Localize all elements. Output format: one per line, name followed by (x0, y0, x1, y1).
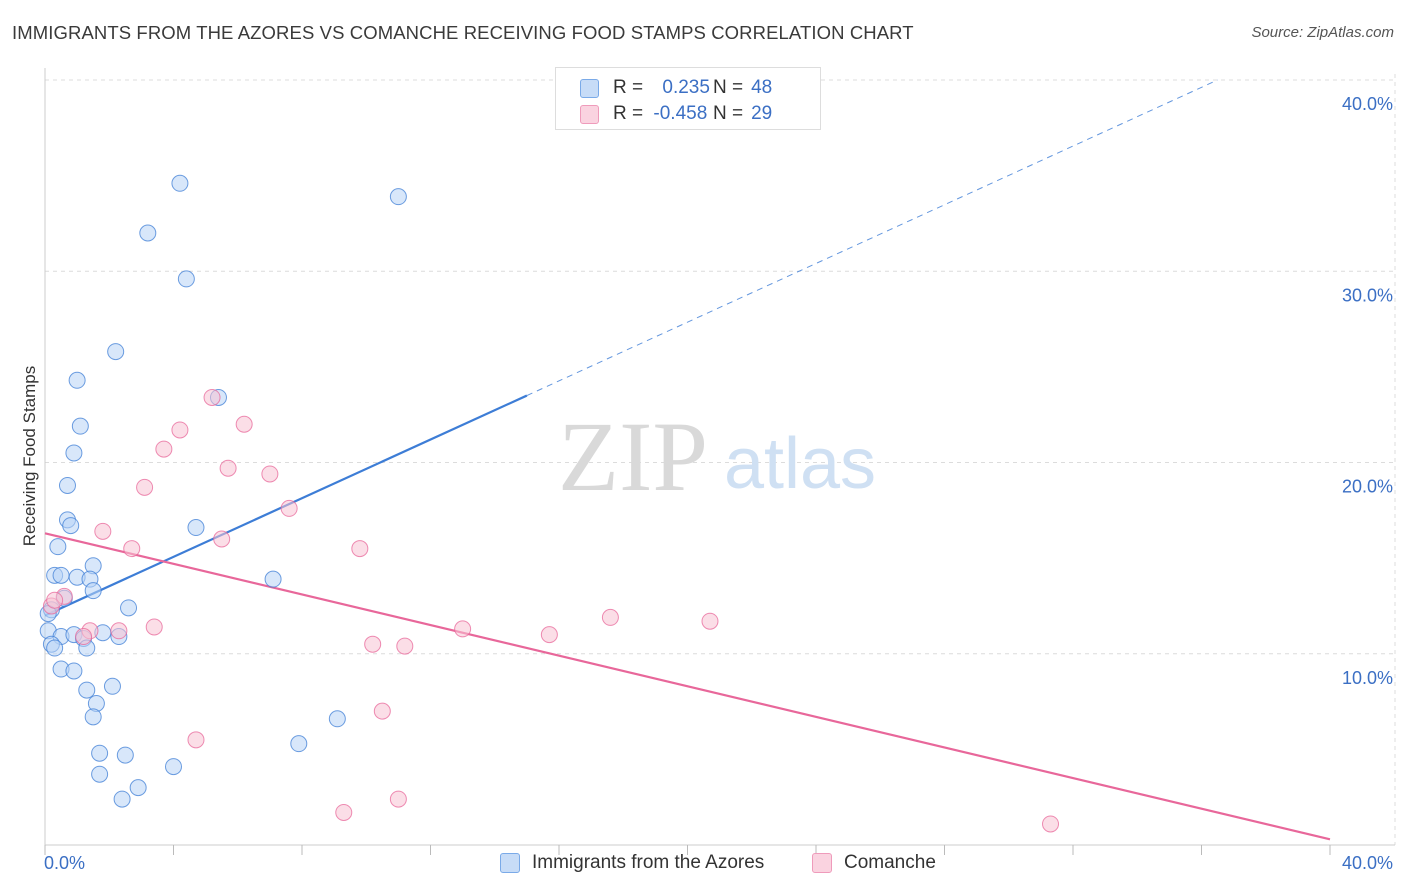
point-pink (540, 626, 558, 644)
pink-swatch (812, 853, 832, 873)
point-blue (120, 599, 138, 617)
trend-line-pink (44, 532, 1331, 841)
series-legend: Immigrants from the Azores Comanche (0, 852, 1406, 878)
point-pink (123, 540, 141, 558)
y-tick-label: 30.0% (1342, 285, 1393, 305)
point-blue (116, 746, 134, 764)
point-blue (107, 343, 125, 361)
point-blue (84, 708, 102, 726)
r-stat: R = -0.458 (613, 103, 713, 125)
point-pink (351, 540, 369, 558)
point-pink (389, 790, 407, 808)
point-pink (203, 388, 221, 406)
x-tick-label: 0.0% (44, 853, 85, 873)
point-blue (113, 790, 131, 808)
point-pink (136, 478, 154, 496)
point-blue (389, 188, 407, 206)
watermark-atlas: atlas (724, 424, 876, 504)
point-pink (213, 530, 231, 548)
point-pink (219, 459, 237, 477)
point-pink (110, 622, 128, 640)
point-pink (364, 635, 382, 653)
r-label: R = (613, 103, 644, 124)
r-value: 0.235 (662, 77, 710, 98)
point-blue (103, 677, 121, 695)
pink-swatch (580, 104, 599, 124)
legend-item-comanche[interactable]: Comanche (812, 852, 936, 874)
point-pink (46, 591, 64, 609)
gridlines (45, 74, 1396, 845)
point-pink (94, 522, 112, 540)
y-tick-label: 10.0% (1342, 668, 1393, 688)
point-pink (601, 608, 619, 626)
y-tick-label: 20.0% (1342, 477, 1393, 497)
point-blue (62, 517, 80, 535)
legend-label: Comanche (844, 852, 936, 873)
r-label: R = (613, 77, 644, 98)
n-label: N = (713, 77, 744, 98)
point-pink (454, 620, 472, 638)
point-blue (290, 735, 308, 753)
n-value: 29 (751, 103, 773, 124)
point-pink (171, 421, 189, 439)
n-label: N = (713, 103, 744, 124)
point-blue (65, 662, 83, 680)
point-blue (84, 582, 102, 600)
axes (44, 68, 1395, 855)
point-pink (1042, 815, 1060, 833)
chart-source: Source: ZipAtlas.com (1251, 24, 1394, 41)
legend-label: Immigrants from the Azores (532, 852, 765, 873)
legend-item-azores[interactable]: Immigrants from the Azores (500, 852, 764, 874)
blue-swatch (580, 78, 599, 98)
y-tick-label: 40.0% (1342, 94, 1393, 114)
r-stat: R = 0.235 (613, 77, 713, 99)
point-blue (139, 224, 157, 242)
point-blue (78, 681, 96, 699)
watermark-zip: ZIP (558, 401, 708, 512)
point-blue (71, 417, 89, 435)
point-blue (68, 371, 86, 389)
data-points (39, 174, 1060, 833)
point-blue (165, 758, 182, 776)
point-blue (91, 765, 109, 783)
point-blue (49, 538, 67, 556)
point-blue (264, 570, 282, 588)
x-tick-label: 40.0% (1342, 853, 1393, 873)
point-blue (46, 639, 64, 657)
point-blue (52, 566, 70, 584)
point-pink (75, 628, 93, 646)
r-value: -0.458 (653, 103, 708, 124)
tick-labels: 10.0% 20.0% 30.0% 40.0% 0.0% 40.0% (44, 94, 1393, 873)
point-blue (171, 174, 189, 192)
point-pink (701, 612, 719, 630)
point-pink (187, 731, 205, 749)
point-pink (280, 499, 298, 517)
point-blue (91, 744, 109, 762)
point-pink (396, 637, 414, 655)
point-pink (145, 618, 163, 636)
watermark: ZIP atlas (558, 401, 876, 512)
point-blue (65, 444, 83, 462)
point-pink (373, 702, 391, 720)
stats-row-pink: R = -0.458 N = 29 (580, 102, 772, 126)
point-pink (335, 803, 353, 821)
point-blue (58, 476, 76, 494)
point-blue (187, 519, 205, 537)
chart-title: IMMIGRANTS FROM THE AZORES VS COMANCHE R… (12, 22, 914, 43)
blue-swatch (500, 853, 520, 873)
trend-extension-blue (526, 79, 1218, 397)
point-pink (261, 465, 279, 483)
point-blue (129, 779, 147, 797)
point-blue (177, 270, 195, 288)
stats-legend: R = 0.235 N = 48 R = -0.458 N = 29 (555, 67, 821, 130)
point-pink (155, 440, 173, 458)
point-blue (328, 710, 346, 728)
stats-row-blue: R = 0.235 N = 48 (580, 76, 772, 100)
n-value: 48 (751, 77, 773, 98)
point-pink (235, 415, 253, 433)
